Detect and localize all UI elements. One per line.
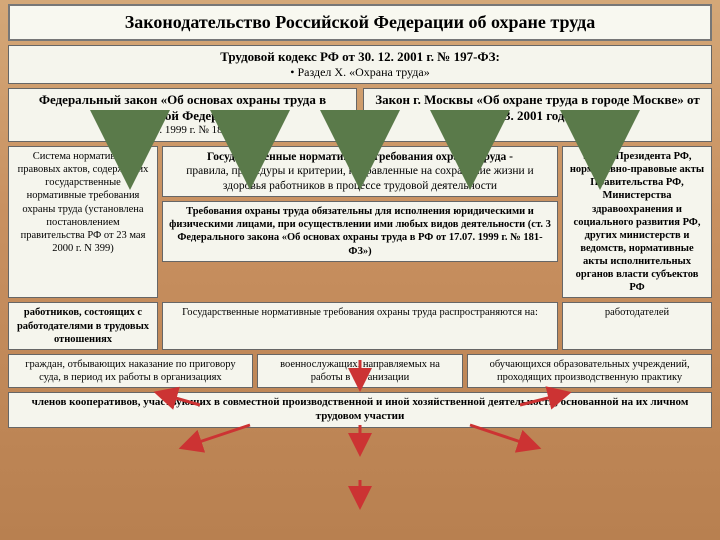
mandatory-text: Требования охраны труда обязательны для …: [169, 206, 551, 256]
decrees-box: Указы Президента РФ, нормативно-правовые…: [562, 146, 712, 298]
federal-law-sub: (от 17. 07. 1999 г. № 181-ФЗ): [15, 124, 350, 138]
moscow-law-main: Закон г. Москвы «Об охране труда в город…: [375, 92, 699, 123]
subtitle-main: Трудовой кодекс РФ от 30. 12. 2001 г. № …: [220, 49, 500, 64]
footer-box: членов кооперативов, участвующих в совме…: [8, 392, 712, 428]
federal-law-box: Федеральный закон «Об основах охраны тру…: [8, 88, 357, 142]
system-box: Система нормативных правовых актов, соде…: [8, 146, 158, 298]
requirements-box: Государственные нормативные требования о…: [162, 146, 558, 197]
subtitle-box: Трудовой кодекс РФ от 30. 12. 2001 г. № …: [8, 45, 712, 84]
citizens-box: граждан, отбывающих наказание по пригово…: [8, 354, 253, 388]
employers-box: работодателей: [562, 302, 712, 349]
moscow-law-box: Закон г. Москвы «Об охране труда в город…: [363, 88, 712, 142]
workers-box: работников, состоящих с работодателями в…: [8, 302, 158, 349]
students-box: обучающихся образовательных учреждений, …: [467, 354, 712, 388]
requirements-rest: правила, процедуры и критерии, направлен…: [169, 164, 551, 193]
requirements-bold: Государственные нормативные требования о…: [207, 151, 513, 163]
subtitle-sub: • Раздел X. «Охрана труда»: [15, 65, 705, 80]
page-title: Законодательство Российской Федерации об…: [8, 4, 712, 41]
mandatory-box: Требования охраны труда обязательны для …: [162, 201, 558, 262]
federal-law-main: Федеральный закон «Об основах охраны тру…: [39, 92, 326, 123]
spread-box: Государственные нормативные требования о…: [162, 302, 558, 349]
military-box: военнослужащих, направляемых на работы в…: [257, 354, 463, 388]
